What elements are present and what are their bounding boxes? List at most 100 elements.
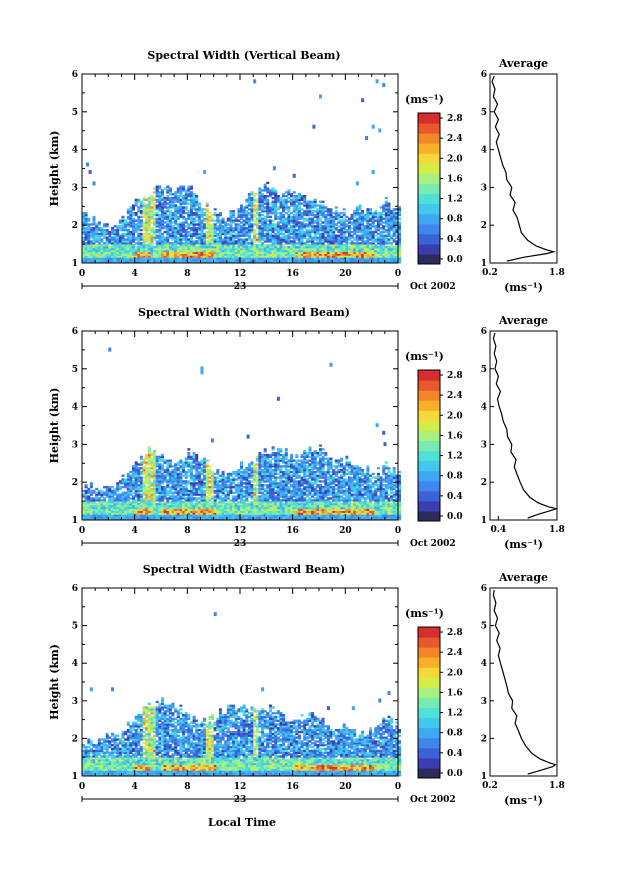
heatmap-cell [374,259,378,262]
heatmap-cell [171,259,175,262]
heatmap-cell [274,206,278,209]
heatmap-cell [129,236,133,239]
heatmap-cell [197,257,201,260]
heatmap-cell [232,514,236,517]
heatmap-cell [305,255,309,258]
heatmap-cell [134,202,138,205]
heatmap-cell [340,242,344,245]
heatmap-cell [353,261,357,264]
heatmap-cell [361,255,365,258]
heatmap-cell [121,227,125,230]
heatmap-cell [266,212,270,215]
heatmap-cell [345,249,349,253]
heatmap-cell [213,213,217,217]
heatmap-cell [161,465,164,468]
heatmap-cell [168,206,172,209]
heatmap-cell [163,461,167,464]
heatmap-cell [308,212,312,215]
heatmap-cell [376,242,380,245]
heatmap-cell [245,259,249,262]
heatmap-cell [313,204,317,207]
heatmap-cell [334,223,338,226]
heatmap-cell [316,246,320,249]
heatmap-cell [305,202,309,205]
heatmap-cell [282,238,286,241]
heatmap-cell [353,249,357,253]
heatmap-cell [200,497,204,500]
heatmap-cell [163,474,167,477]
heatmap-cell [137,251,141,254]
heatmap-cell [187,495,191,498]
date-month-label: Oct 2002 [410,282,456,292]
heatmap-cell [108,510,112,513]
heatmap-cell [342,221,346,224]
heatmap-cell [179,251,183,254]
heatmap-cell [155,504,159,508]
heatmap-cell [398,225,401,228]
heatmap-cell [237,514,241,517]
heatmap-cell [324,217,328,220]
heatmap-cell [176,236,180,239]
heatmap-cell [274,223,278,226]
heatmap-cell [261,210,265,213]
heatmap-cell [229,227,233,230]
heatmap-cell [179,514,183,517]
heatmap-cell [147,238,151,241]
heatmap-cell [271,196,275,200]
heatmap-cell [205,484,209,487]
heatmap-cell [226,244,230,247]
heatmap-cell [158,249,162,253]
heatmap-cell [224,480,228,483]
heatmap-cell [153,450,157,453]
heatmap-cell [269,193,272,196]
heatmap-cell [332,238,336,241]
heatmap-cell [118,242,122,245]
heatmap-cell [111,504,114,508]
heatmap-cell [97,221,101,224]
heatmap-cell [155,478,159,481]
heatmap-cell [147,261,151,264]
heatmap-cell [363,259,367,262]
heatmap-cell [137,242,141,245]
heatmap-cell [86,162,89,167]
heatmap-cell [116,501,120,504]
heatmap-cell [195,516,199,519]
heatmap-cell [147,457,151,460]
heatmap-cell [137,493,141,496]
heatmap-cell [113,506,117,510]
heatmap-cell [208,212,212,215]
heatmap-cell [216,227,220,230]
heatmap-cell [155,480,159,483]
heatmap-cell [387,208,391,211]
colorbar-segment [418,183,440,195]
heatmap-cell [237,253,241,256]
heatmap-cell [261,227,265,230]
heatmap-cell [253,244,257,247]
heatmap-cell [208,236,212,239]
heatmap-cell [313,236,317,239]
heatmap-cell [150,221,154,224]
heatmap-cell [168,198,172,201]
heatmap-cell [124,234,128,237]
heatmap-cell [182,210,186,213]
heatmap-cell [139,489,143,493]
heatmap-cell [197,467,201,470]
heatmap-cell [171,193,175,196]
heatmap-cell [82,238,85,241]
heatmap-cell [195,213,199,217]
heatmap-cell [300,229,304,232]
heatmap-cell [203,467,207,470]
heatmap-cell [303,244,307,247]
heatmap-cell [168,472,172,476]
heatmap-cell [121,215,125,219]
heatmap-cell [340,236,344,239]
heatmap-cell [158,459,162,462]
heatmap-cell [84,223,88,226]
heatmap-cell [392,215,396,219]
heatmap-cell [145,493,149,496]
heatmap-cell [168,501,172,504]
heatmap-cell [129,225,133,228]
heatmap-cell [229,251,233,254]
heatmap-cell [200,242,204,245]
heatmap-cell [129,506,133,510]
